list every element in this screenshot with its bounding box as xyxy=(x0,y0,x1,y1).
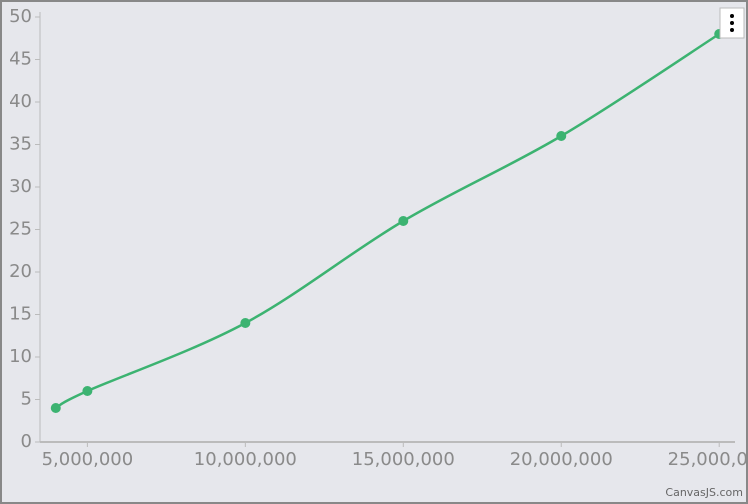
x-tick-label: 25,000,000 xyxy=(668,449,748,470)
x-tick-label: 15,000,000 xyxy=(352,449,455,470)
point xyxy=(82,386,93,396)
y-tick-label: 30 xyxy=(9,176,32,197)
y-tick-label: 25 xyxy=(9,219,32,240)
menu-dot xyxy=(730,28,734,32)
point xyxy=(240,318,251,328)
y-tick-label: 50 xyxy=(9,6,32,27)
point xyxy=(398,216,409,226)
y-tick-label: 20 xyxy=(9,261,32,282)
credit: CanvasJS.com xyxy=(665,486,743,499)
y-tick-label: 15 xyxy=(9,304,32,325)
y-tick-label: 35 xyxy=(9,134,32,155)
point xyxy=(50,403,61,413)
y-tick-label: 10 xyxy=(9,346,32,367)
menu-box[interactable] xyxy=(719,7,745,39)
x-tick-label: 5,000,000 xyxy=(42,449,134,470)
menu-button[interactable] xyxy=(719,7,745,39)
menu-dot xyxy=(730,21,734,25)
x-tick-label: 10,000,000 xyxy=(194,449,297,470)
point xyxy=(556,131,567,141)
menu-dot xyxy=(730,14,734,18)
line xyxy=(55,32,720,410)
x-tick-label: 20,000,000 xyxy=(510,449,613,470)
y-tick-label: 45 xyxy=(9,49,32,70)
y-tick-label: 5 xyxy=(21,389,32,410)
y-tick-label: 40 xyxy=(9,91,32,112)
y-tick-label: 0 xyxy=(21,431,32,452)
